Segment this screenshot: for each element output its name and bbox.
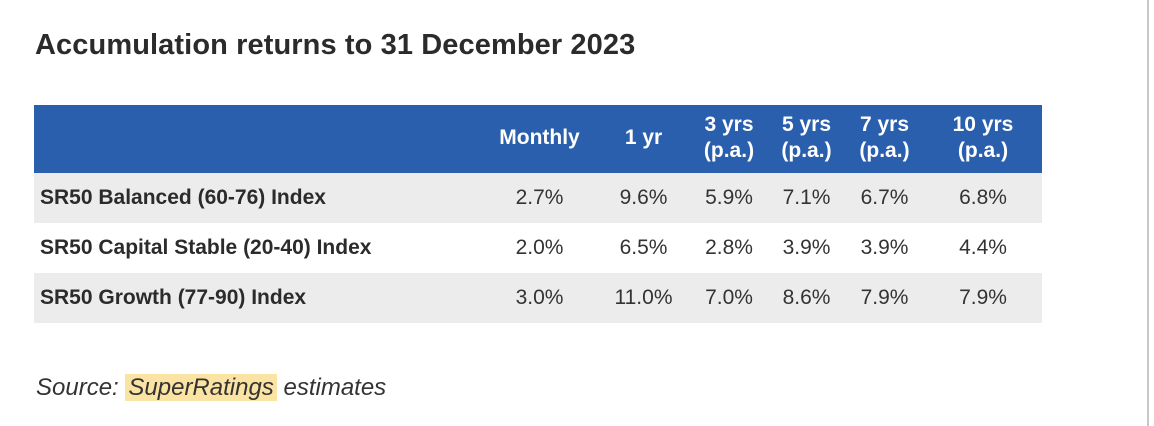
- 10yrs-value: 7.9%: [959, 286, 1007, 309]
- table-row: SR50 Balanced (60-76) Index 2.7% 9.6% 5.…: [34, 173, 1042, 223]
- header-monthly: Monthly: [499, 126, 580, 149]
- fund-name: SR50 Growth (77-90) Index: [40, 286, 307, 309]
- header-10yrs: 10 yrs (p.a.): [952, 113, 1014, 162]
- monthly-value: 2.0%: [515, 236, 564, 259]
- monthly-value: 2.7%: [515, 186, 564, 209]
- header-5yrs: 5 yrs (p.a.): [781, 113, 832, 162]
- header-3yrs: 3 yrs (p.a.): [703, 113, 755, 162]
- table-row: SR50 Growth (77-90) Index 3.0% 11.0% 7.0…: [34, 273, 1042, 323]
- 3yrs-value: 5.9%: [705, 186, 753, 209]
- header-7yrs: 7 yrs (p.a.): [859, 113, 910, 162]
- 3yrs-value: 2.8%: [705, 236, 753, 259]
- header-1yr: 1 yr: [624, 126, 663, 149]
- 10yrs-value: 6.8%: [959, 186, 1007, 209]
- 3yrs-value: 7.0%: [705, 286, 753, 309]
- source-suffix: estimates: [276, 374, 387, 401]
- monthly-value: 3.0%: [515, 286, 564, 309]
- 5yrs-value: 3.9%: [782, 236, 831, 259]
- fund-name: SR50 Capital Stable (20-40) Index: [40, 236, 372, 259]
- header-fund: [34, 105, 482, 173]
- 7yrs-value: 7.9%: [860, 286, 909, 309]
- 7yrs-value: 3.9%: [860, 236, 909, 259]
- 5yrs-value: 8.6%: [782, 286, 831, 309]
- table-header-row: Monthly 1 yr 3 yrs (p.a.) 5 yrs (p.a.) 7 y…: [34, 105, 1042, 173]
- 1yr-value: 11.0%: [614, 286, 673, 309]
- 5yrs-value: 7.1%: [782, 186, 831, 209]
- source-prefix: Source:: [36, 374, 126, 401]
- page-title: Accumulation returns to 31 December 2023: [35, 29, 636, 61]
- returns-table: Monthly 1 yr 3 yrs (p.a.) 5 yrs (p.a.) 7 y…: [34, 105, 1042, 323]
- table-row: SR50 Capital Stable (20-40) Index 2.0% 6…: [34, 223, 1042, 273]
- 10yrs-value: 4.4%: [959, 236, 1007, 259]
- 1yr-value: 6.5%: [619, 236, 668, 259]
- page-right-border: [1147, 0, 1149, 426]
- 7yrs-value: 6.7%: [860, 186, 909, 209]
- fund-name: SR50 Balanced (60-76) Index: [40, 186, 326, 209]
- source-note: Source: SuperRatings estimates: [36, 374, 386, 402]
- highlighted-source-name: SuperRatings: [125, 374, 277, 401]
- 1yr-value: 9.6%: [619, 186, 668, 209]
